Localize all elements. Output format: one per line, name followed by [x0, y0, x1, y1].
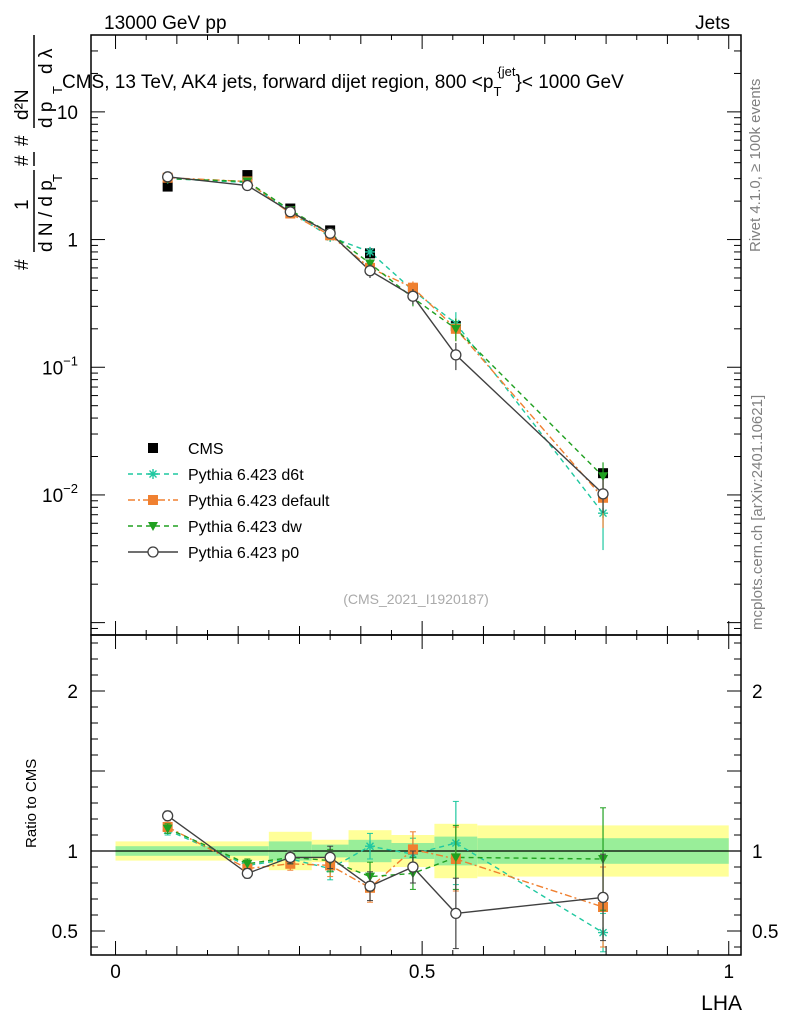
data-point [241, 179, 254, 192]
ratio-data-point [162, 824, 173, 834]
ratio-data-point [407, 861, 419, 873]
ratio-data-point [242, 859, 253, 869]
side-url-label: mcplots.cern.ch [arXiv:2401.10621] [749, 395, 766, 630]
data-point [162, 181, 173, 192]
y-tick-label-exp: −2 [63, 481, 78, 496]
data-point [450, 349, 462, 361]
data-point [242, 170, 253, 181]
ylabel-one: 1 [12, 199, 33, 210]
ratio-y-tick-label-left: 2 [67, 682, 78, 703]
legend-label: Pythia 6.423 default [188, 493, 330, 510]
ratio-data-point [284, 851, 296, 864]
data-point [324, 227, 336, 239]
main-series-lines [167, 176, 604, 514]
legend-label: Pythia 6.423 p0 [188, 545, 299, 562]
data-point [598, 472, 609, 482]
ylabel-t2: T [50, 86, 65, 94]
ratio-data-point [450, 907, 462, 920]
y-tick-label: 10 [57, 103, 78, 124]
main-title: CMS, 13 TeV, AK4 jets, forward dijet reg… [62, 64, 624, 99]
ratio-series-line-1 [167, 826, 604, 908]
ratio-data-points [162, 800, 609, 953]
ylabel-dpt: d p [36, 102, 57, 128]
y-tick-label-base: 10 [57, 103, 78, 124]
ratio-y-tick-label-right: 1 [752, 842, 763, 863]
y-tick-label: 10−1 [42, 353, 78, 379]
ylabel-d2n: d²N [12, 89, 33, 120]
ratio-frame [90, 634, 742, 956]
main-data-points [162, 170, 609, 551]
ratio-data-point [450, 853, 461, 863]
main-title-text: CMS, 13 TeV, AK4 jets, forward dijet reg… [62, 72, 493, 93]
main-title-sup: {jet [497, 64, 515, 79]
data-point [364, 265, 376, 277]
series-line-1 [167, 177, 604, 514]
legend: CMS Pythia 6.423 d6t Pythia 6.423 default P… [128, 441, 330, 562]
legend-marker [148, 469, 158, 479]
ylabel-hash-1: # [12, 259, 33, 270]
ratio-series-line-2 [167, 827, 604, 878]
ratio-series-line-0 [167, 829, 604, 934]
ratio-y-tick-label-right: 0.5 [752, 922, 778, 943]
ratio-data-point [364, 880, 376, 892]
data-point [407, 290, 419, 302]
y-tick-label-exp: −1 [63, 353, 78, 368]
ratio-y-label: Ratio to CMS [23, 759, 40, 848]
ylabel-hash-2: # [12, 155, 33, 166]
data-point [365, 246, 376, 257]
y-tick-label: 10−2 [42, 481, 78, 507]
series-line-3 [167, 177, 604, 477]
legend-marker [148, 495, 158, 505]
ratio-data-point [365, 841, 376, 852]
ratio-data-point [241, 867, 254, 880]
ratio-data-point [407, 844, 418, 855]
data-point [284, 206, 296, 218]
ratio-axis-ticks: 0.5 0.5 1 1 2 2 0 0.5 1 [52, 635, 778, 983]
main-y-label: # 1 d N / d p T # # d²N d p T d λ [12, 35, 65, 270]
data-point [407, 282, 418, 293]
y-tick-label-base: 1 [67, 231, 78, 252]
legend-marker [148, 443, 158, 453]
ylabel-hash-3: # [12, 135, 33, 146]
main-title-sub: T [493, 84, 501, 99]
legend-label: Pythia 6.423 d6t [188, 467, 304, 484]
data-point [365, 259, 376, 269]
ratio-data-point [162, 810, 174, 822]
ylabel-dn: d N / d p [36, 180, 57, 252]
ylabel-dl: d λ [36, 48, 57, 74]
analysis-watermark: (CMS_2021_I1920187) [343, 591, 489, 607]
y-tick-label: 1 [67, 231, 78, 252]
side-rivet-label: Rivet 4.1.0, ≥ 100k events [747, 79, 764, 252]
series-line-4 [167, 176, 604, 495]
header-right: Jets [695, 13, 730, 34]
ratio-y-tick-label-left: 0.5 [52, 922, 78, 943]
ratio-series-line-3 [167, 815, 604, 915]
ratio-y-tick-label-left: 1 [67, 842, 78, 863]
x-tick-label: 0 [110, 962, 121, 983]
header-left: 13000 GeV pp [104, 13, 227, 34]
ratio-y-tick-label-right: 2 [752, 682, 763, 703]
legend-label: CMS [188, 441, 224, 458]
data-point [450, 324, 461, 334]
data-point [162, 171, 174, 183]
legend-marker [147, 546, 159, 558]
y-tick-label-base: 10 [42, 486, 63, 507]
ratio-series-lines [167, 815, 604, 934]
y-tick-label-base: 10 [42, 358, 63, 379]
data-point [597, 488, 609, 500]
main-title-end: }< 1000 GeV [515, 72, 624, 93]
x-axis-label: LHA [701, 992, 742, 1015]
ylabel-t: T [50, 174, 65, 182]
legend-label: Pythia 6.423 dw [188, 519, 302, 536]
x-tick-label: 1 [723, 962, 734, 983]
legend-marker [148, 522, 158, 531]
ratio-data-point [324, 851, 336, 864]
x-tick-label: 0.5 [409, 962, 435, 983]
ratio-data-point [597, 891, 609, 904]
series-line-2 [167, 177, 604, 499]
